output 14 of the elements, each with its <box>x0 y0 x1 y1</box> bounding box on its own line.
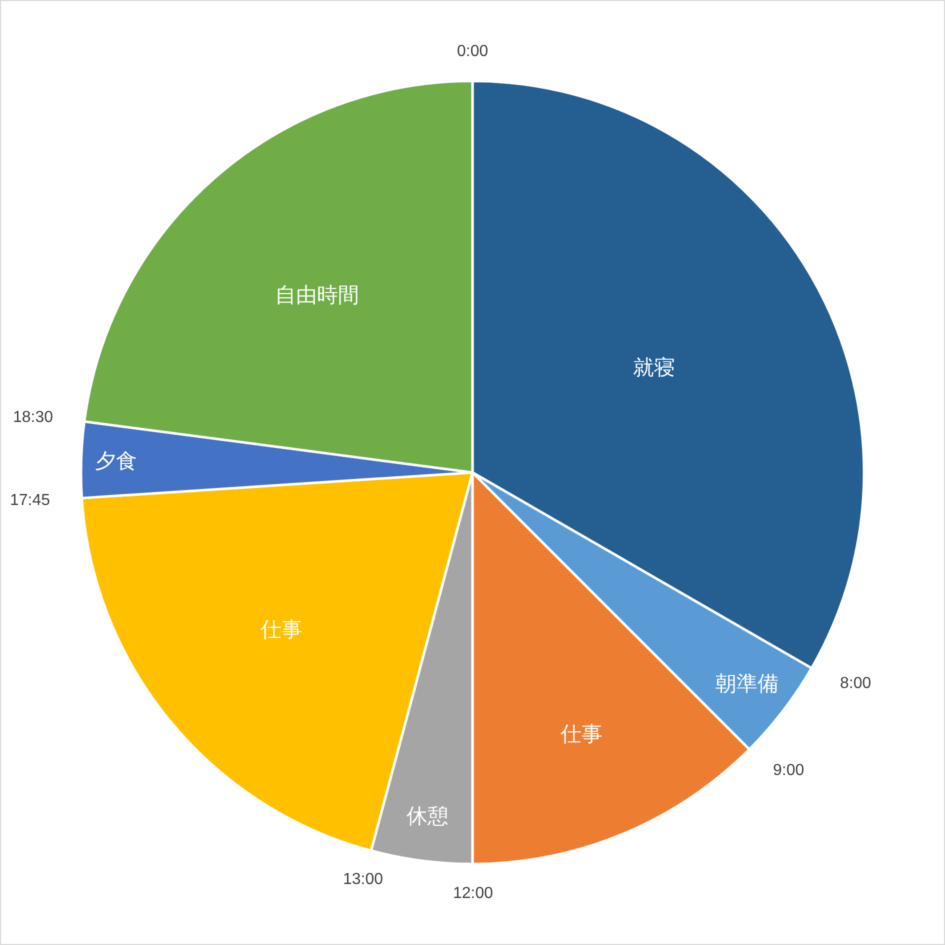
text: 8:00 <box>840 675 872 692</box>
text: 17:45 <box>10 492 50 509</box>
slice-label: 仕事 <box>260 617 303 642</box>
text: 13:00 <box>343 871 384 888</box>
text: 18:30 <box>13 409 54 426</box>
text: 12:00 <box>453 885 494 902</box>
text: 9:00 <box>773 762 804 779</box>
text: 0:00 <box>457 43 488 60</box>
slice-label: 休憩 <box>406 804 448 828</box>
slice-label: 自由時間 <box>274 283 359 308</box>
slice-label: 朝準備 <box>716 671 779 696</box>
slice-label: 仕事 <box>559 722 602 746</box>
slice-label: 就寝 <box>633 356 676 380</box>
slice-label: 夕食 <box>95 448 138 473</box>
